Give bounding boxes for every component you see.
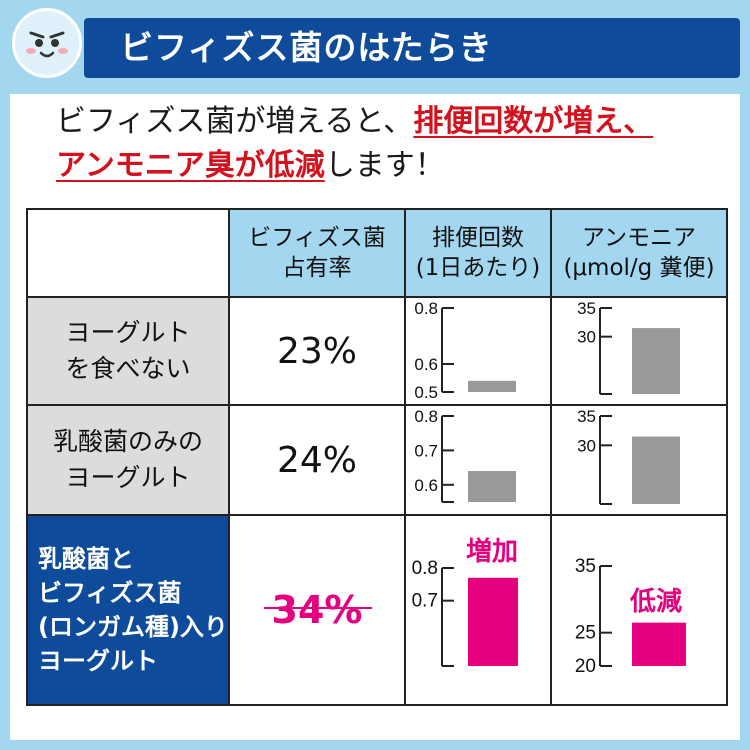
ammonia-chart: 35 30: [552, 406, 726, 516]
col-header-line2: (μmol/g 糞便): [563, 255, 715, 281]
row-label-line: を食べない: [65, 354, 191, 383]
bar: [632, 436, 680, 504]
occupancy-value-highlight: 34%: [230, 516, 406, 704]
occupancy-value: 24%: [230, 406, 406, 516]
y-tick-label: 35: [577, 299, 596, 318]
y-tick-label: 0.8: [414, 299, 438, 318]
y-tick-label: 25: [575, 623, 596, 644]
ammonia-chart: 35 25 20 低減: [552, 516, 726, 704]
col-header-ammonia: アンモニア (μmol/g 糞便): [552, 210, 726, 298]
col-header-line1: アンモニア: [581, 225, 697, 251]
lead-emphasis-2: アンモニア臭が低減: [56, 148, 325, 183]
defecation-chart: 0.8 0.7 増加: [406, 516, 552, 704]
bar: [468, 380, 516, 392]
row-label-no-yogurt: ヨーグルト を食べない: [28, 298, 230, 406]
bar: [468, 577, 518, 666]
col-header-line1: 排便回数: [432, 225, 524, 251]
title-bar: [84, 18, 740, 78]
page-title: ビフィズス菌のはたらき: [120, 28, 493, 67]
col-header-defecation: 排便回数 (1日あたり): [406, 210, 552, 298]
y-tick-label: 35: [577, 407, 596, 426]
lead-part2: します！: [324, 148, 445, 183]
row-label-line: ビフィズス菌: [38, 579, 182, 607]
y-tick-label: 0.8: [412, 558, 438, 579]
smiling-face-icon: [12, 8, 82, 78]
bar: [468, 471, 516, 502]
col-header-line2: 占有率: [282, 255, 352, 281]
col-header-occupancy: ビフィズス菌 占有率: [230, 210, 406, 298]
row-label-line: ヨーグルト: [65, 463, 191, 492]
row-label-line: (ロンガム種)入り: [38, 613, 228, 641]
row-label-line: 乳酸菌と: [38, 545, 134, 573]
y-tick-label: 0.8: [414, 407, 438, 426]
y-tick-label: 0.5: [414, 383, 438, 402]
y-tick-label: 0.7: [412, 591, 438, 612]
row-label-line: 乳酸菌のみの: [52, 427, 203, 456]
y-tick-label: 35: [575, 556, 596, 577]
y-tick-label: 0.7: [414, 441, 438, 460]
defecation-chart: 0.8 0.6 0.5: [406, 298, 552, 406]
row-label-lactic-only: 乳酸菌のみの ヨーグルト: [28, 406, 230, 516]
y-tick-label: 0.6: [414, 476, 438, 495]
y-tick-label: 30: [577, 328, 596, 347]
comparison-table: ビフィズス菌 占有率 排便回数 (1日あたり) アンモニア (μmol/g 糞便…: [26, 208, 728, 706]
row-label-line: ヨーグルト: [65, 318, 191, 347]
row-label-line: ヨーグルト: [38, 647, 158, 675]
bar-annotation: 低減: [629, 587, 682, 617]
table-corner-cell: [28, 210, 230, 298]
ammonia-chart: 35 30: [552, 298, 726, 406]
lead-part1: ビフィズス菌が増えると、: [56, 104, 414, 139]
bar: [632, 622, 686, 666]
y-tick-label: 0.6: [414, 355, 438, 374]
highlight-underline: [264, 607, 372, 609]
lead-text: ビフィズス菌が増えると、排便回数が増え、 アンモニア臭が低減します！: [56, 100, 736, 188]
lead-emphasis-1: 排便回数が増え、: [413, 104, 654, 139]
bar-annotation: 増加: [466, 537, 518, 567]
y-tick-label: 20: [575, 656, 596, 677]
row-label-with-bifidus: 乳酸菌と ビフィズス菌 (ロンガム種)入り ヨーグルト: [28, 516, 230, 704]
bar: [632, 328, 680, 394]
occupancy-value: 23%: [230, 298, 406, 406]
y-tick-label: 30: [577, 436, 596, 455]
defecation-chart: 0.8 0.7 0.6: [406, 406, 552, 516]
col-header-line1: ビフィズス菌: [248, 225, 386, 251]
col-header-line2: (1日あたり): [415, 255, 541, 281]
